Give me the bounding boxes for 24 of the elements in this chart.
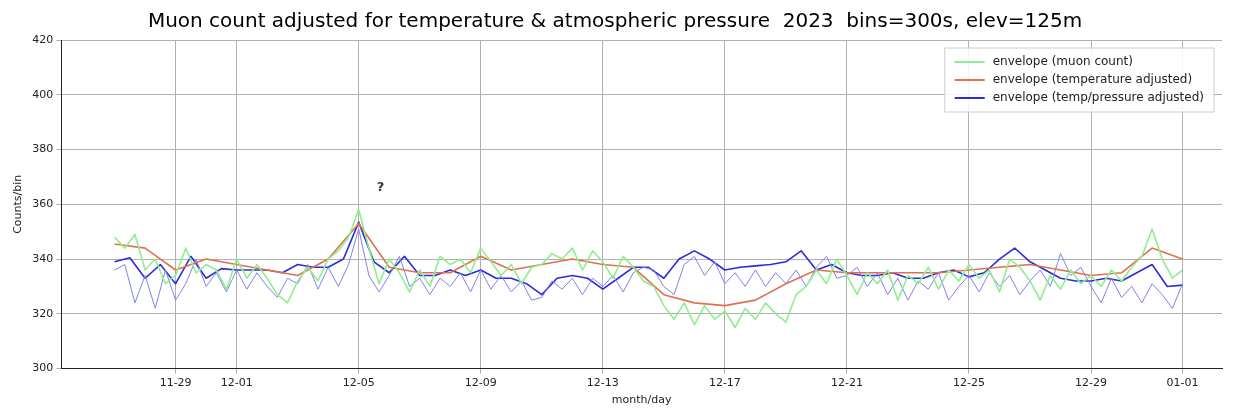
x-tick-label: 12-21 (830, 376, 863, 390)
x-tick-label: 12-17 (708, 376, 741, 390)
y-tick-label: 320 (32, 306, 54, 320)
y-tick-label: 360 (32, 197, 54, 211)
y-tick-label: 400 (32, 87, 54, 101)
annotation: ? (376, 179, 385, 195)
y-tick-label: 420 (32, 32, 54, 46)
legend-label: envelope (temp/pressure adjusted) (992, 90, 1204, 105)
x-tick-label: 12-09 (464, 376, 497, 390)
x-tick-label: 12-01 (220, 376, 253, 390)
x-tick-label: 12-25 (953, 376, 985, 390)
legend-label: envelope (muon count) (992, 54, 1133, 69)
chart-title: Muon count adjusted for temperature & atmospheric pressure 2023 bins=300s, elev=125m (147, 8, 1083, 33)
legend-label: envelope (temperature adjusted) (992, 72, 1193, 87)
y-axis-title: Counts/bin (11, 174, 25, 234)
x-tick-label: 12-13 (586, 376, 619, 390)
y-tick-label: 340 (32, 251, 54, 265)
x-axis-title: month/day (611, 393, 672, 407)
y-tick-label: 300 (32, 361, 54, 375)
x-tick-label: 12-29 (1075, 376, 1108, 390)
y-tick-label: 380 (32, 142, 54, 156)
x-tick-label: 12-05 (342, 376, 375, 390)
x-tick-label: 01-01 (1166, 376, 1199, 390)
x-tick-label: 11-29 (159, 376, 192, 390)
